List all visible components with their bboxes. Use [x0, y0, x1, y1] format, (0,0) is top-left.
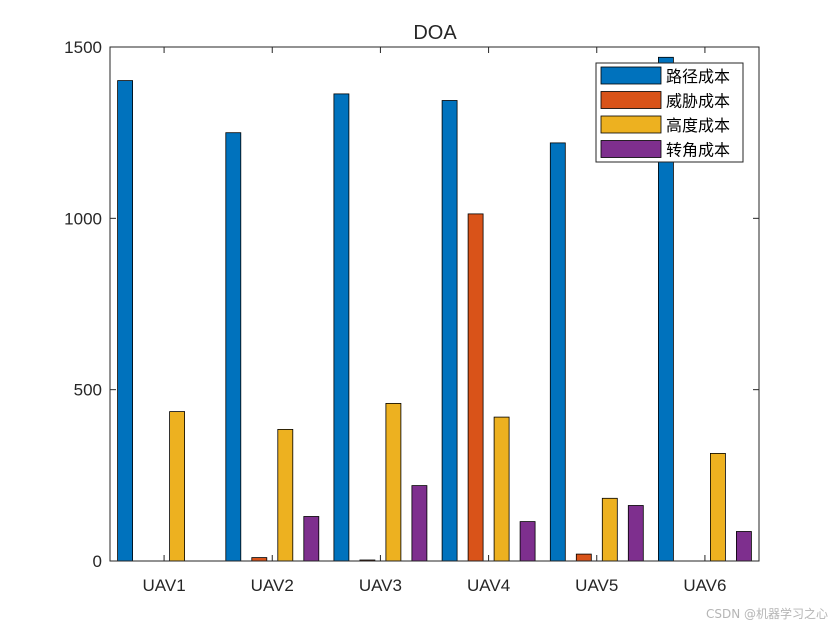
bar-uav6-series-3 — [710, 452, 726, 562]
bar-uav4-series-3 — [493, 416, 510, 562]
y-tick-label: 1000 — [64, 209, 102, 228]
bar-uav5-series-2 — [575, 553, 592, 562]
bar-uav3-series-3 — [385, 402, 402, 562]
legend-swatch-3 — [600, 115, 662, 134]
bar-uav2-series-3 — [277, 428, 294, 562]
legend-label-3: 高度成本 — [666, 116, 730, 135]
legend-label-1: 路径成本 — [666, 67, 730, 86]
y-tick-label: 1500 — [64, 38, 102, 57]
x-tick-label-uav4: UAV4 — [467, 576, 510, 595]
bar-uav4-series-1 — [441, 100, 458, 562]
legend-label-4: 转角成本 — [666, 141, 730, 160]
y-tick-label: 0 — [93, 552, 102, 571]
bar-uav4-series-4 — [519, 521, 536, 562]
legend-label-2: 威胁成本 — [666, 92, 730, 111]
watermark: CSDN @机器学习之心 — [705, 607, 828, 621]
legend-swatch-2 — [600, 91, 662, 109]
bar-uav6-series-4 — [736, 531, 752, 562]
bar-uav3-series-4 — [411, 485, 428, 562]
bar-uav2-series-2 — [251, 557, 268, 562]
axes-frame — [109, 46, 760, 562]
bar-uav3-series-1 — [333, 93, 350, 562]
chart-title: DOA — [413, 22, 457, 44]
bar-uav4-series-2 — [467, 213, 484, 562]
x-tick-label-uav2: UAV2 — [251, 576, 294, 595]
bar-uav5-series-1 — [549, 142, 566, 562]
bar-uav1-series-1 — [117, 80, 133, 562]
bar-uav5-series-4 — [627, 505, 644, 562]
legend-swatch-1 — [600, 66, 662, 85]
x-tick-label-uav1: UAV1 — [143, 576, 186, 595]
x-tick-label-uav5: UAV5 — [575, 576, 618, 595]
y-tick-label: 500 — [74, 381, 102, 400]
x-tick-label-uav3: UAV3 — [359, 576, 402, 595]
bar-uav2-series-1 — [225, 132, 242, 562]
bar-uav2-series-4 — [303, 516, 320, 562]
bar-uav5-series-3 — [601, 497, 618, 562]
x-tick-label-uav6: UAV6 — [683, 576, 726, 595]
bar-uav1-series-3 — [169, 411, 186, 562]
legend-swatch-4 — [600, 140, 662, 158]
